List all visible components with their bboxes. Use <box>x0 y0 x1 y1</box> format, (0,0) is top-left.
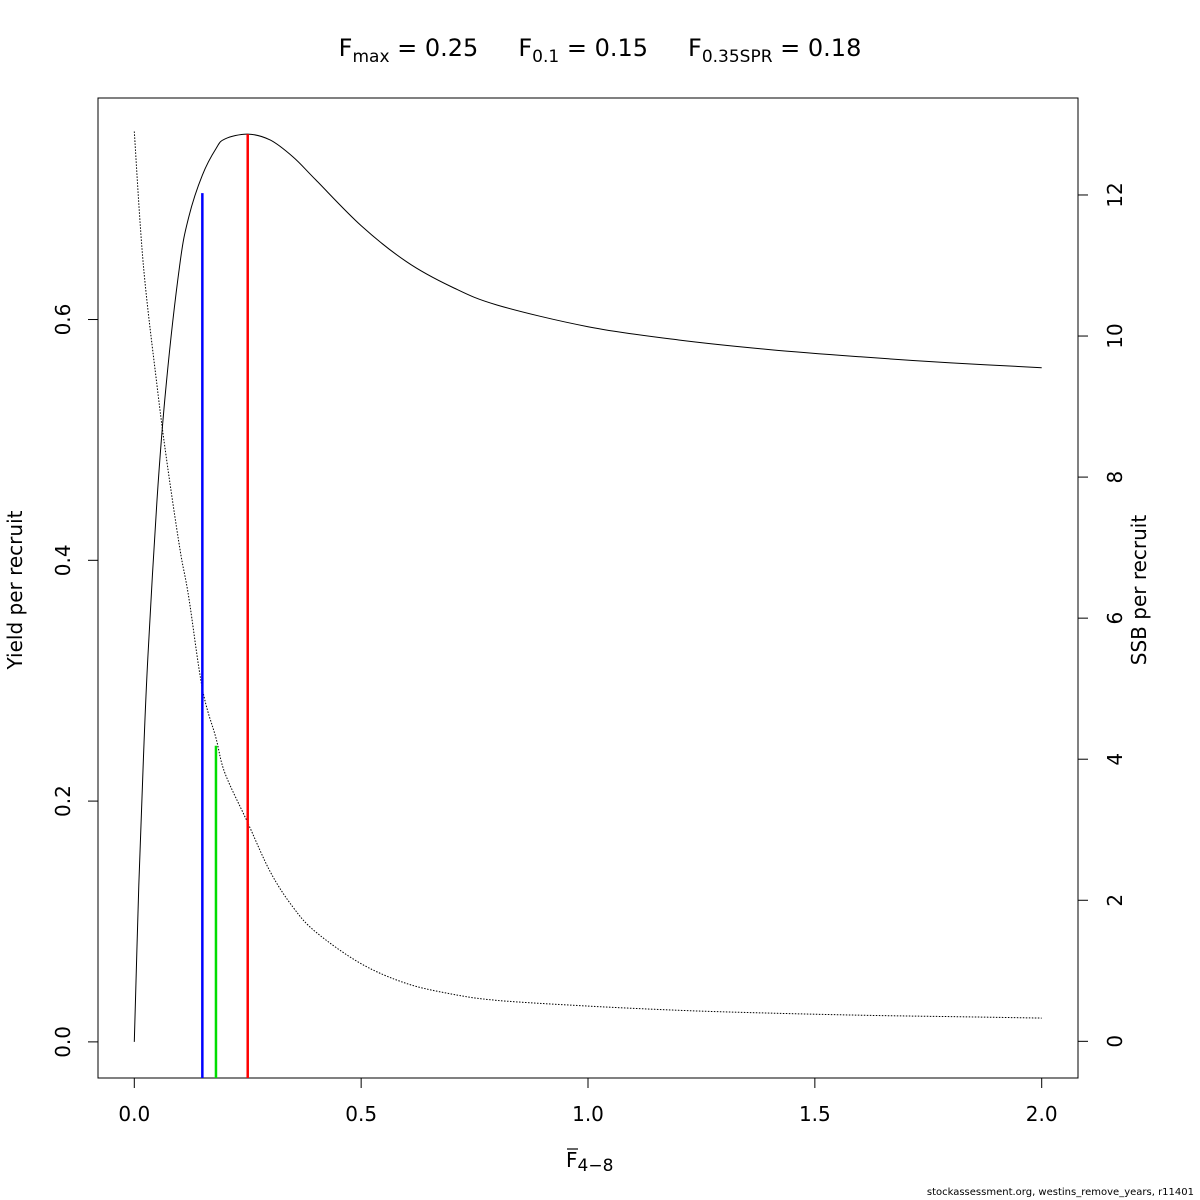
title-fspr-eq: = <box>773 34 808 62</box>
y-right-tick-label: 4 <box>1103 753 1127 766</box>
x-axis: 0.0 0.5 1.0 1.5 2.0 <box>118 1078 1058 1126</box>
y-right-tick-label: 2 <box>1103 894 1127 907</box>
title-fmax-symbol: F <box>339 34 353 62</box>
x-tick-label: 2.0 <box>1026 1102 1058 1126</box>
footer-credit: stockassessment.org, westins_remove_year… <box>926 1187 1194 1198</box>
y-right-tick-label: 6 <box>1103 612 1127 625</box>
title-fmax-value: 0.25 <box>425 34 478 62</box>
title-fmax-sub: max <box>352 47 389 67</box>
x-tick-label: 0.0 <box>118 1102 150 1126</box>
y-right-tick-label: 10 <box>1103 323 1127 348</box>
y-left-tick-label: 0.2 <box>51 785 75 817</box>
x-axis-title-symbol: F <box>566 1148 578 1172</box>
reference-lines <box>201 134 249 1078</box>
title-f01-value: 0.15 <box>595 34 648 62</box>
title-f01-sub: 0.1 <box>532 47 559 67</box>
y-axis-right: 0 2 4 6 8 10 12 <box>1078 182 1127 1048</box>
title-fspr-sub: 0.35SPR <box>702 47 773 67</box>
title-f01-eq: = <box>559 34 594 62</box>
yield-per-recruit-line <box>133 133 1042 1042</box>
y-left-tick-label: 0.4 <box>51 544 75 576</box>
y-axis-left: 0.0 0.2 0.4 0.6 <box>51 304 98 1058</box>
y-left-tick-label: 0.6 <box>51 304 75 336</box>
y-left-axis-title: Yield per recruit <box>3 510 27 670</box>
y-right-tick-label: 12 <box>1103 182 1127 207</box>
y-left-tick-label: 0.0 <box>51 1026 75 1058</box>
x-tick-label: 1.5 <box>799 1102 831 1126</box>
ssb-per-recruit-line <box>133 131 1042 1019</box>
y-right-tick-label: 8 <box>1103 471 1127 484</box>
chart-title: Fmax = 0.25 F0.1 = 0.15 F0.35SPR = 0.18 <box>339 34 862 67</box>
plot-frame <box>97 97 1079 1079</box>
x-axis-title: F4−8 <box>566 1148 613 1176</box>
title-fspr-symbol: F <box>688 34 702 62</box>
title-fmax-eq: = <box>390 34 425 62</box>
x-tick-label: 1.0 <box>572 1102 604 1126</box>
title-fspr-value: 0.18 <box>808 34 861 62</box>
x-axis-title-text: F4−8 <box>566 1148 613 1176</box>
title-f01-symbol: F <box>518 34 532 62</box>
y-right-tick-label: 0 <box>1103 1035 1127 1048</box>
x-tick-label: 0.5 <box>345 1102 377 1126</box>
series-layer <box>133 131 1042 1042</box>
y-right-axis-title: SSB per recruit <box>1127 515 1151 666</box>
x-axis-title-sub: 4−8 <box>578 1156 614 1176</box>
